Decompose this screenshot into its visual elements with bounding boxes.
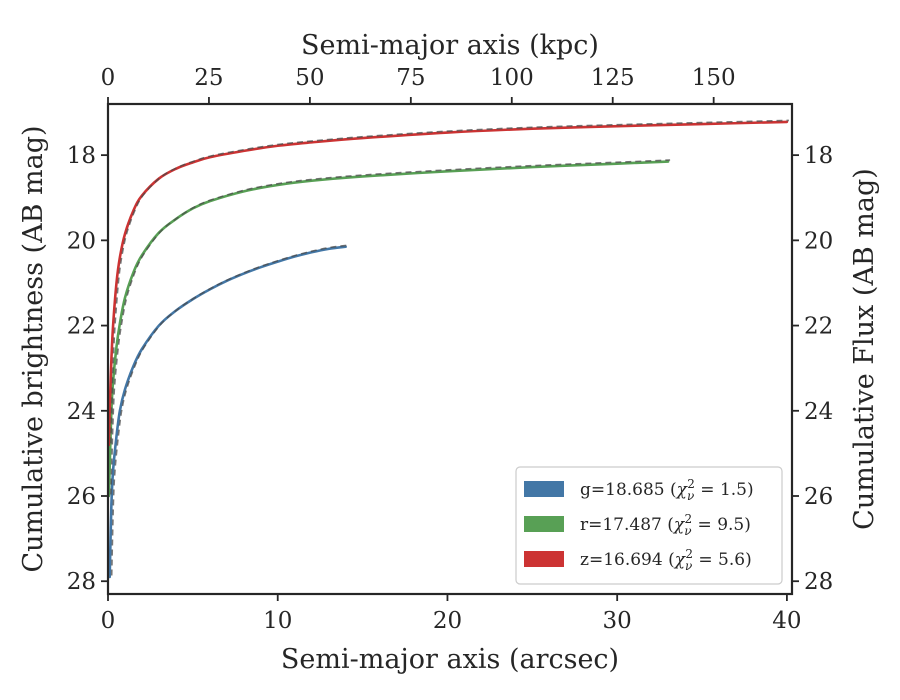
legend-entries: g=18.685 (χν2 = 1.5) r=17.487 (χν2 = 9.5)… [524, 477, 754, 573]
series-line-r [107, 160, 670, 498]
series-line-g [108, 245, 347, 579]
series-model-line-r [110, 159, 671, 495]
legend-box [515, 466, 783, 585]
legend-label-g: g=18.685 (χν2 = 1.5) [580, 477, 754, 503]
x-tick-label: 30 [603, 608, 632, 634]
top-x-tick-label: 125 [591, 65, 635, 91]
x-axis-label: Semi-major axis (arcsec) [281, 644, 619, 675]
plot-frame [106, 102, 794, 596]
right-y-tick-label: 22 [804, 314, 833, 340]
series-layer [107, 119, 789, 579]
top-x-tick-label: 100 [490, 65, 534, 91]
top-x-tick-label: 0 [101, 65, 116, 91]
top-x-axis-label: Semi-major axis (kpc) [301, 30, 599, 61]
legend-label-z: z=16.694 (χν2 = 5.6) [580, 547, 752, 573]
y-tick-label: 22 [67, 314, 96, 340]
y-tick-label: 20 [67, 228, 96, 254]
y-tick-label: 26 [67, 484, 96, 510]
series-model-line-g [110, 244, 348, 576]
legend-swatch-r [524, 516, 564, 532]
right-y-tick-label: 24 [804, 399, 833, 425]
legend: g=18.685 (χν2 = 1.5) r=17.487 (χν2 = 9.5)… [515, 466, 783, 585]
y-tick-label: 18 [67, 143, 96, 169]
top-x-tick-label: 25 [194, 65, 223, 91]
legend-swatch-z [524, 551, 564, 567]
right-y-tick-label: 20 [804, 228, 833, 254]
ticks-layer: 0 10 20 30 40 0 25 50 75 100 125 150 18 18 20 20 22 22 24 2… [67, 65, 834, 634]
x-tick-label: 20 [433, 608, 462, 634]
top-x-tick-label: 150 [692, 65, 736, 91]
y-tick-label: 24 [67, 399, 96, 425]
right-y-tick-label: 28 [804, 569, 833, 595]
top-x-tick-label: 75 [396, 65, 425, 91]
y-axis-label: Cumulative brightness (AB mag) [18, 125, 49, 572]
series-model-line-z [110, 119, 789, 444]
right-y-tick-label: 18 [804, 143, 833, 169]
x-tick-label: 10 [263, 608, 292, 634]
y-tick-label: 28 [67, 569, 96, 595]
legend-label-r: r=17.487 (χν2 = 9.5) [580, 512, 751, 538]
x-tick-label: 40 [772, 608, 801, 634]
top-x-tick-label: 50 [295, 65, 324, 91]
right-y-axis-label: Cumulative Flux (AB mag) [849, 168, 880, 530]
right-y-tick-label: 26 [804, 484, 833, 510]
x-tick-label: 0 [101, 608, 116, 634]
legend-swatch-g [524, 481, 564, 497]
